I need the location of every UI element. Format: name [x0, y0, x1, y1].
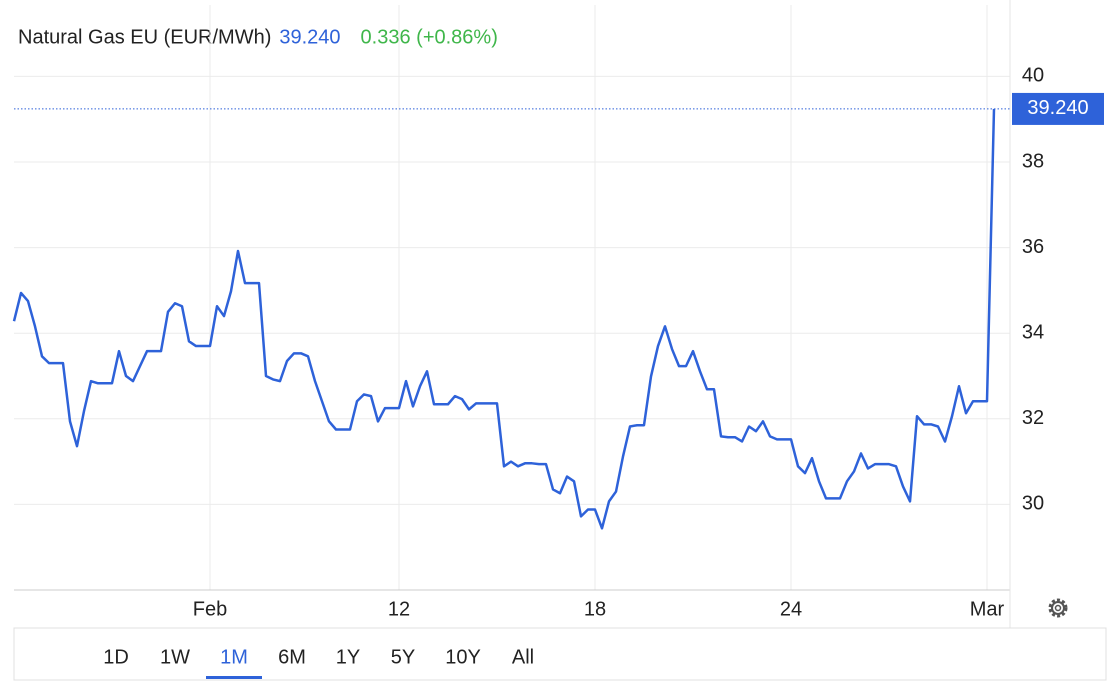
settings-icon[interactable]: [1048, 598, 1068, 618]
x-tick-label: Feb: [193, 598, 227, 620]
price: 39.240: [279, 26, 340, 48]
x-tick-label: 24: [780, 598, 802, 620]
x-tick-label: 18: [584, 598, 606, 620]
y-tick-label: 34: [1022, 321, 1044, 343]
range-button[interactable]: 1M: [206, 646, 262, 679]
y-tick-label: 30: [1022, 493, 1044, 515]
gear-body: [1051, 601, 1065, 615]
y-tick-label: 40: [1022, 65, 1044, 87]
range-label: 1W: [160, 646, 190, 668]
gear-teeth: [1048, 598, 1068, 618]
y-tick-label: 38: [1022, 150, 1044, 172]
range-button[interactable]: All: [512, 646, 534, 668]
y-tick-label: 36: [1022, 236, 1044, 258]
range-button[interactable]: 1W: [160, 646, 190, 668]
range-label: 1Y: [336, 646, 360, 668]
range-label: 1M: [220, 646, 248, 668]
y-tick-label: 32: [1022, 407, 1044, 429]
x-tick-label: Mar: [970, 598, 1005, 620]
gear-hole: [1054, 604, 1062, 612]
range-label: All: [512, 646, 534, 668]
range-label: 10Y: [445, 646, 481, 668]
range-bar: [13, 627, 1107, 681]
range-button[interactable]: 1D: [103, 646, 129, 668]
range-label: 5Y: [391, 646, 415, 668]
active-underline: [206, 676, 262, 679]
range-button[interactable]: 10Y: [445, 646, 481, 668]
x-tick-label: 12: [388, 598, 410, 620]
last-price-tag-bg: [1012, 92, 1104, 125]
range-button[interactable]: 5Y: [391, 646, 415, 668]
price-change: 0.336 (+0.86%): [361, 26, 498, 48]
price-line: [12, 108, 996, 530]
range-button[interactable]: 6M: [278, 646, 306, 668]
instrument-name: Natural Gas EU (EUR/MWh): [18, 26, 271, 48]
range-label: 1D: [103, 646, 129, 668]
range-button[interactable]: 1Y: [336, 646, 360, 668]
last-price-tag: 39.240: [1027, 97, 1088, 119]
range-label: 6M: [278, 646, 306, 668]
